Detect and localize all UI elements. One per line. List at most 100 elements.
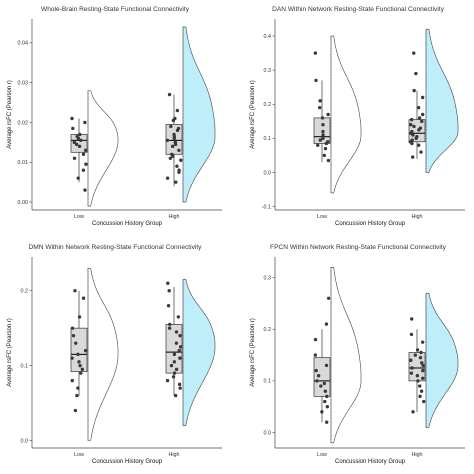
data-point	[74, 341, 78, 345]
panel-dan: DAN Within Network Resting-State Functio…	[245, 2, 471, 228]
data-point	[322, 381, 327, 386]
data-point	[76, 386, 80, 390]
data-point	[175, 128, 180, 133]
data-point	[81, 152, 86, 156]
data-point	[422, 399, 426, 404]
data-point	[322, 153, 327, 158]
data-point	[418, 394, 422, 399]
data-point	[314, 78, 318, 83]
y-tick-label: 0.1	[21, 363, 29, 369]
y-tick-label: 0.0	[264, 170, 272, 176]
data-point	[414, 136, 418, 141]
data-point	[325, 405, 329, 409]
data-point	[321, 133, 325, 137]
data-point	[171, 154, 175, 158]
data-point	[409, 117, 414, 122]
data-point	[70, 326, 75, 330]
x-tick-label-high: High	[411, 214, 422, 220]
panel-dmn: DMN Within Network Resting-State Functio…	[2, 240, 228, 466]
data-point	[420, 95, 425, 100]
data-point	[175, 164, 179, 168]
x-axis-label: Concussion History Group	[335, 221, 406, 227]
data-point	[76, 136, 81, 141]
data-point	[410, 317, 414, 321]
data-point	[176, 315, 181, 319]
data-point	[411, 133, 415, 137]
data-point	[324, 322, 329, 326]
data-point	[421, 368, 425, 373]
data-point	[172, 136, 176, 141]
data-point	[175, 108, 180, 113]
data-point	[177, 382, 182, 387]
data-point	[413, 353, 417, 357]
data-point	[70, 116, 74, 121]
data-point	[174, 180, 178, 184]
data-point	[177, 170, 181, 174]
chart-title: DAN Within Network Resting-State Functio…	[272, 6, 445, 13]
data-point	[323, 399, 327, 404]
data-point	[172, 352, 177, 357]
density-high	[425, 28, 459, 173]
x-tick-label-high: High	[411, 452, 422, 458]
data-point	[420, 112, 425, 117]
y-tick-label: 0.0	[264, 430, 272, 436]
data-point	[165, 176, 170, 180]
data-point	[171, 375, 176, 379]
chart-svg: DMN Within Network Resting-State Functio…	[7, 244, 222, 465]
data-point	[166, 303, 171, 308]
data-point	[316, 143, 320, 147]
data-point	[319, 384, 323, 388]
chart-svg: FPCN Within Network Resting-State Functi…	[250, 244, 465, 465]
data-point	[417, 128, 421, 132]
data-point	[178, 333, 182, 338]
data-point	[172, 360, 177, 364]
y-tick-label: 0.2	[21, 289, 29, 295]
data-point	[167, 289, 171, 293]
data-point	[324, 363, 329, 368]
data-point	[313, 353, 318, 357]
data-point	[167, 326, 172, 330]
data-point	[420, 119, 424, 124]
data-point	[412, 51, 416, 55]
data-point	[78, 363, 82, 368]
density-low	[87, 90, 119, 207]
data-point	[409, 332, 414, 337]
x-tick-label-high: High	[168, 452, 179, 458]
data-point	[71, 126, 75, 131]
data-point	[326, 296, 331, 300]
data-point	[415, 348, 420, 352]
data-point	[411, 410, 415, 414]
data-point	[326, 158, 331, 163]
data-point	[171, 118, 176, 123]
x-axis-label: Concussion History Group	[335, 459, 406, 465]
data-point	[169, 124, 173, 129]
data-point	[80, 367, 85, 372]
data-point	[168, 156, 173, 160]
data-point	[325, 394, 329, 399]
data-point	[420, 340, 425, 344]
data-point	[72, 140, 77, 145]
data-point	[73, 408, 78, 413]
data-point	[412, 88, 416, 93]
data-point	[178, 386, 182, 390]
data-point	[418, 384, 422, 388]
data-point	[421, 363, 425, 368]
data-point	[76, 352, 80, 357]
data-point	[314, 368, 318, 373]
data-point	[411, 155, 415, 159]
data-point	[168, 322, 172, 327]
data-point	[313, 337, 318, 342]
data-point	[416, 379, 420, 383]
data-point	[77, 360, 81, 364]
data-point	[421, 376, 425, 381]
data-point	[79, 371, 83, 375]
data-point	[75, 393, 79, 398]
data-point	[418, 355, 423, 360]
y-tick-label: 0.0	[21, 438, 29, 444]
data-point	[419, 150, 423, 154]
density-low	[330, 267, 362, 444]
chart-svg: DAN Within Network Resting-State Functio…	[250, 6, 465, 227]
y-tick-label: 0.00	[18, 200, 29, 206]
y-tick-label: 0.2	[264, 102, 272, 108]
x-tick-label-high: High	[168, 214, 179, 220]
